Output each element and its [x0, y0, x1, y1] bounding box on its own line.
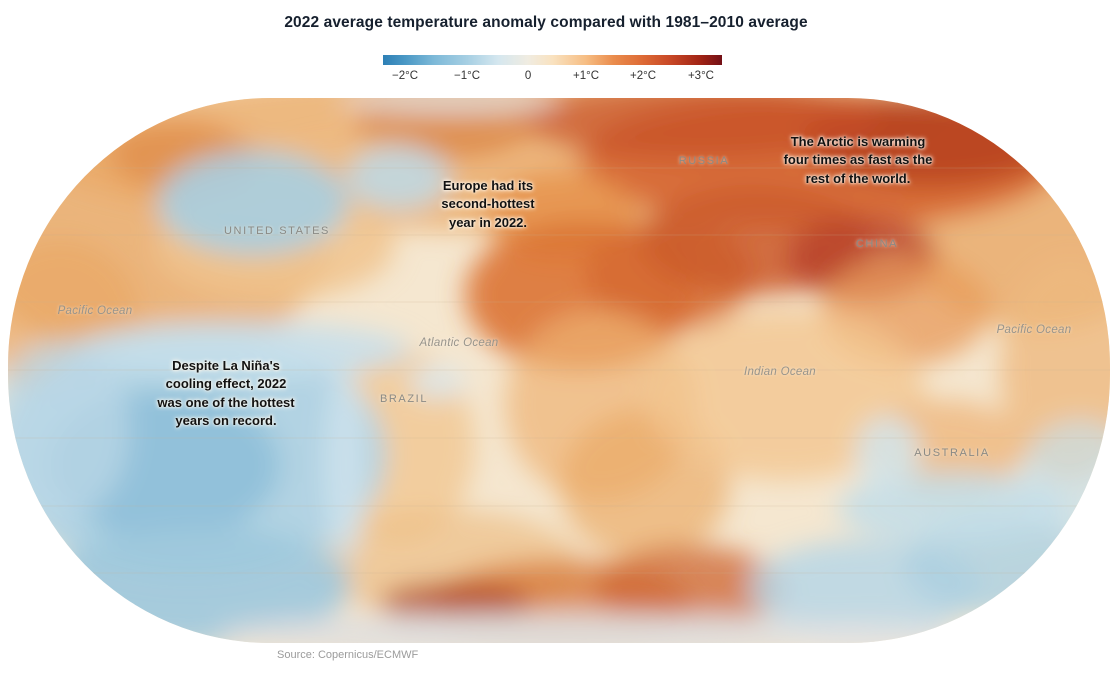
country-label: AUSTRALIA	[914, 447, 990, 459]
map-annotation-europe: Europe had its second-hottest year in 20…	[441, 178, 535, 230]
ocean-label: Pacific Ocean	[57, 305, 133, 317]
ocean-label: Pacific Ocean	[996, 324, 1072, 336]
source-note: Source: Copernicus/ECMWF	[277, 649, 419, 661]
legend-tick: +3°C	[687, 70, 714, 82]
legend-tick: +2°C	[629, 70, 657, 82]
country-label: UNITED STATES	[224, 225, 330, 237]
legend-tick: +1°C	[573, 70, 600, 82]
map-annotation-la-nina: Despite La Niña's cooling effect, 2022 w…	[157, 358, 295, 429]
country-label: CHINA	[855, 238, 899, 250]
country-label: RUSSIA	[678, 155, 730, 167]
page-title: 2022 average temperature anomaly compare…	[284, 14, 808, 31]
map-annotation-arctic: The Arctic is warming four times as fast…	[783, 134, 933, 186]
ocean-label: Indian Ocean	[743, 366, 817, 378]
legend: −2°C −1°C 0 +1°C +2°C +3°C	[383, 55, 722, 87]
legend-tick: −2°C	[392, 70, 419, 82]
legend-tick: −1°C	[454, 70, 481, 82]
legend-gradient-bar	[383, 55, 722, 65]
legend-tick: 0	[524, 70, 532, 82]
ocean-label: Atlantic Ocean	[419, 337, 499, 349]
country-label: BRAZIL	[379, 393, 429, 405]
